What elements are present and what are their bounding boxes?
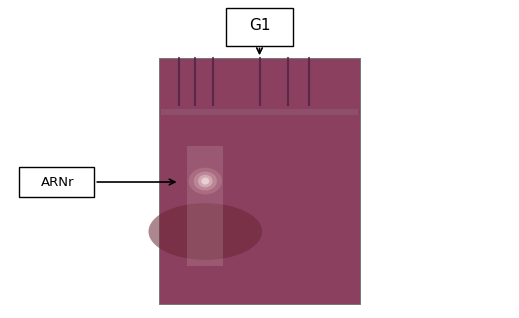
Bar bbox=[161, 108, 358, 115]
Bar bbox=[19, 167, 94, 197]
Ellipse shape bbox=[201, 177, 209, 184]
Bar bbox=[159, 58, 360, 304]
Ellipse shape bbox=[198, 175, 212, 187]
Ellipse shape bbox=[188, 168, 222, 195]
Text: ARNr: ARNr bbox=[40, 176, 74, 189]
Text: G1: G1 bbox=[249, 17, 270, 32]
Ellipse shape bbox=[194, 172, 217, 190]
Bar bbox=[226, 8, 293, 45]
Ellipse shape bbox=[148, 203, 262, 260]
Bar bbox=[187, 146, 223, 266]
